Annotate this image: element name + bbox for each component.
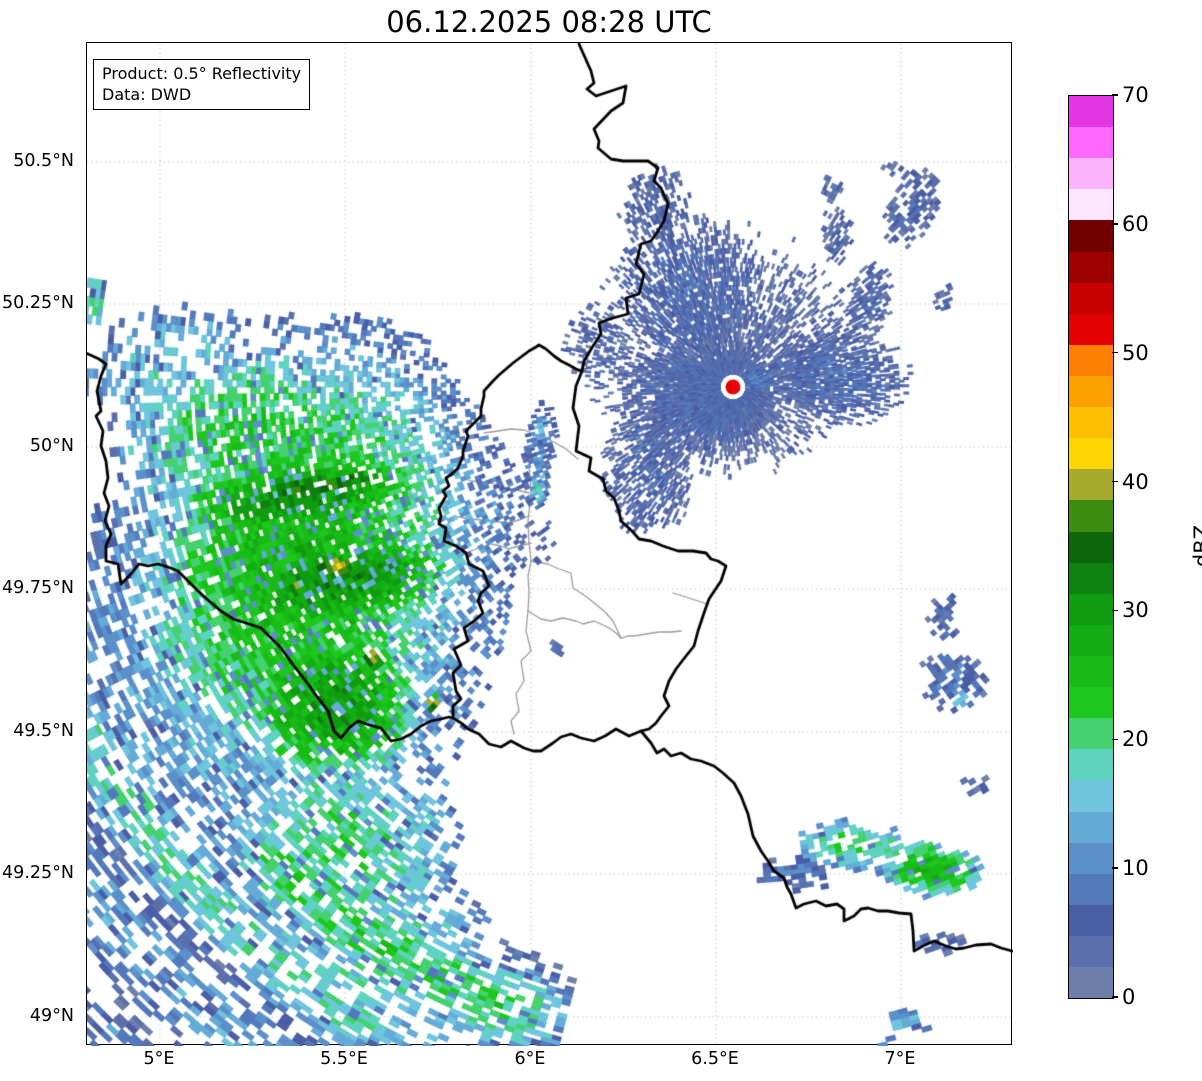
plot-title: 06.12.2025 08:28 UTC bbox=[386, 5, 712, 39]
x-tick-label: 5°E bbox=[143, 1049, 175, 1069]
colorbar-segment bbox=[1069, 344, 1113, 376]
colorbar-tick-mark bbox=[1112, 609, 1118, 612]
colorbar-segment bbox=[1069, 780, 1113, 812]
y-tick-label: 50°N bbox=[29, 436, 74, 456]
colorbar-segment bbox=[1069, 407, 1113, 439]
colorbar-segment bbox=[1069, 220, 1113, 252]
x-tick-label: 6.5°E bbox=[691, 1049, 739, 1069]
colorbar-segment bbox=[1069, 967, 1113, 999]
colorbar-tick-label: 30 bbox=[1122, 598, 1149, 623]
colorbar-segment bbox=[1069, 687, 1113, 719]
colorbar-tick-mark bbox=[1112, 867, 1118, 869]
y-tick-label: 49.75°N bbox=[2, 578, 74, 598]
colorbar-segment bbox=[1069, 96, 1113, 128]
y-tick-label: 49.25°N bbox=[2, 863, 74, 883]
colorbar-tick-mark bbox=[1112, 738, 1118, 740]
colorbar-segment bbox=[1069, 718, 1113, 750]
y-tick-label: 50.25°N bbox=[2, 293, 74, 313]
y-tick-label: 49°N bbox=[29, 1006, 74, 1026]
colorbar-segment bbox=[1069, 158, 1113, 190]
colorbar-axis-label: dBZ bbox=[1190, 524, 1202, 568]
colorbar-segment bbox=[1069, 811, 1113, 843]
colorbar-tick-label: 40 bbox=[1122, 469, 1149, 494]
colorbar-tick-label: 0 bbox=[1122, 985, 1136, 1009]
colorbar-segment bbox=[1069, 655, 1113, 688]
colorbar-segment bbox=[1069, 904, 1113, 936]
colorbar-segment bbox=[1069, 127, 1113, 159]
colorbar-tick-mark bbox=[1112, 996, 1118, 998]
colorbar-segment bbox=[1069, 935, 1113, 968]
colorbar-segment bbox=[1069, 624, 1113, 656]
y-tick-label: 49.5°N bbox=[13, 721, 74, 741]
colorbar-segment bbox=[1069, 562, 1113, 594]
colorbar bbox=[1068, 95, 1114, 999]
colorbar-segment bbox=[1069, 313, 1113, 345]
colorbar-segment bbox=[1069, 189, 1113, 221]
colorbar-segment bbox=[1069, 749, 1113, 781]
colorbar-segment bbox=[1069, 282, 1113, 314]
annotation-data-line: Data: DWD bbox=[102, 85, 192, 104]
colorbar-segment bbox=[1069, 500, 1113, 532]
annotation-product-line: Product: 0.5° Reflectivity bbox=[102, 64, 302, 83]
y-axis-tick-labels: 50.5°N 50.25°N 50°N 49.75°N 49.5°N 49.25°N 49°… bbox=[0, 0, 80, 1081]
colorbar-segment bbox=[1069, 438, 1113, 470]
x-tick-label: 7°E bbox=[884, 1049, 916, 1069]
colorbar-segment bbox=[1069, 469, 1113, 501]
colorbar-tick-mark bbox=[1112, 94, 1118, 96]
annotation-box: Product: 0.5° Reflectivity Data: DWD bbox=[93, 59, 311, 110]
colorbar-tick-mark bbox=[1112, 223, 1118, 225]
map-plot-area bbox=[86, 42, 1013, 1046]
colorbar-tick-label: 10 bbox=[1122, 856, 1149, 881]
colorbar-segment bbox=[1069, 873, 1113, 905]
colorbar-tick-label: 50 bbox=[1122, 340, 1149, 365]
colorbar-segment bbox=[1069, 842, 1113, 874]
colorbar-tick-mark bbox=[1112, 352, 1118, 354]
x-tick-label: 6°E bbox=[514, 1049, 546, 1069]
colorbar-tick-label: 60 bbox=[1122, 211, 1149, 236]
colorbar-segment bbox=[1069, 593, 1113, 625]
colorbar-tick-label: 20 bbox=[1122, 727, 1149, 752]
colorbar-segment bbox=[1069, 375, 1113, 408]
colorbar-segment bbox=[1069, 531, 1113, 563]
colorbar-tick-label: 70 bbox=[1122, 83, 1149, 107]
x-tick-label: 5.5°E bbox=[320, 1049, 368, 1069]
y-tick-label: 50.5°N bbox=[13, 151, 74, 171]
colorbar-segment bbox=[1069, 251, 1113, 283]
radar-reflectivity-canvas bbox=[87, 43, 1013, 1046]
colorbar-tick-mark bbox=[1112, 480, 1118, 483]
